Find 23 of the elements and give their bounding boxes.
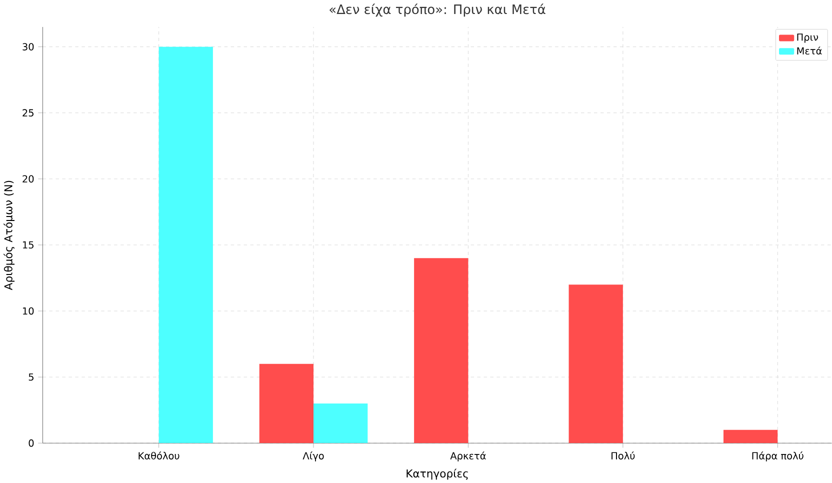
bar <box>723 430 778 443</box>
bar <box>158 46 213 443</box>
chart-title: «Δεν είχα τρόπο»: Πριν και Μετά <box>330 3 546 17</box>
y-tick-label: 25 <box>22 109 34 116</box>
x-tick-label: Πάρα πολύ <box>752 451 804 462</box>
y-tick-label: 10 <box>23 307 34 315</box>
y-tick-label: 30 <box>22 42 34 50</box>
y-tick-label: 15 <box>23 241 34 248</box>
legend-label: Πριν <box>797 33 818 43</box>
x-tick-label: Αρκετά <box>450 451 486 462</box>
bar <box>568 284 623 443</box>
x-axis-title: Κατηγορίες <box>406 468 468 480</box>
y-tick-label: 20 <box>22 175 34 182</box>
y-axis-title: Αριθμός Ατόμων (N) <box>4 180 15 290</box>
x-tick-label: Λίγο <box>302 451 324 462</box>
bar <box>259 364 314 443</box>
bar <box>314 403 368 443</box>
bar <box>414 258 468 443</box>
y-tick-label: 5 <box>28 373 34 381</box>
y-tick-label: 0 <box>28 439 34 447</box>
x-tick-label: Πολύ <box>612 451 635 460</box>
legend-label: Μετά <box>797 46 822 54</box>
x-tick-label: Καθόλου <box>138 451 180 460</box>
